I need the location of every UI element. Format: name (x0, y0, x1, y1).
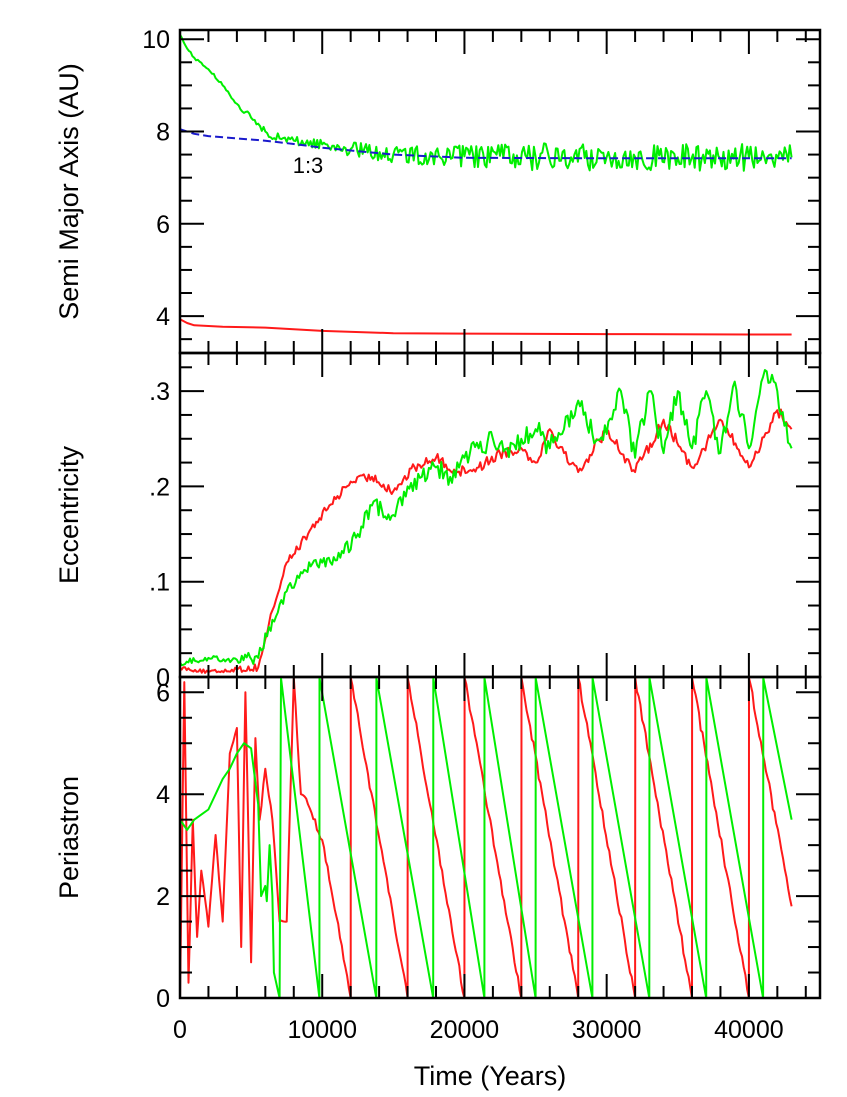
panel-frame (178, 675, 822, 1000)
y-tick-label: 4 (156, 781, 170, 809)
series-line-1 (179, 677, 793, 999)
x-tick-label: 10000 (287, 1016, 357, 1044)
panel-2: 0 .1 .2 .3 Eccentricity (54, 351, 822, 692)
x-tick-label: 0 (173, 1016, 187, 1044)
panels: 4 6 8 10 Semi Major Axis (AU) 1:3 0 .1 .2 .3 Eccen… (54, 26, 822, 1091)
x-tick-label: 40000 (714, 1016, 784, 1044)
panel-3: 0 2 4 6 Periastron 0 10000 20000 30000 40000 Time … (54, 675, 822, 1091)
y-tick-label: 2 (156, 883, 170, 911)
x-tick-label: 20000 (430, 1016, 500, 1044)
y-tick-label: 6 (156, 679, 170, 707)
panel-frame (178, 351, 822, 679)
y-tick-label: .3 (149, 378, 170, 406)
y-axis-title: Periastron (54, 776, 84, 899)
y-tick-label: .1 (149, 569, 170, 597)
y-axis-title: Eccentricity (54, 445, 84, 584)
series-line-1 (179, 318, 792, 336)
panel-frame (178, 28, 822, 355)
resonance-annotation: 1:3 (293, 153, 324, 178)
y-axis-title: Semi Major Axis (AU) (54, 63, 84, 320)
x-axis-title: Time (Years) (414, 1061, 567, 1091)
series-line-1 (179, 408, 793, 674)
y-tick-label: 4 (156, 303, 170, 331)
series-line-2 (179, 34, 793, 172)
y-tick-label: 8 (156, 119, 170, 147)
y-tick-label: 10 (142, 26, 170, 54)
x-tick-label: 30000 (572, 1016, 642, 1044)
series-line-2 (179, 369, 793, 667)
y-tick-label: .2 (149, 473, 170, 501)
y-tick-label: 0 (156, 985, 170, 1013)
panel-1: 4 6 8 10 Semi Major Axis (AU) 1:3 (54, 26, 822, 355)
y-tick-label: 0 (156, 664, 170, 692)
y-tick-label: 6 (156, 211, 170, 239)
series-line-3 (179, 128, 792, 160)
